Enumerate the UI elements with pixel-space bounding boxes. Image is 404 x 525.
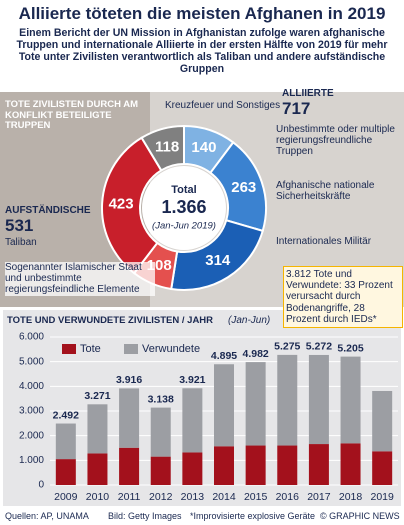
bar-segment xyxy=(245,362,266,446)
image-credit: Bild: Getty Images xyxy=(108,511,182,521)
legend-label: Tote xyxy=(80,343,101,355)
bar-segment xyxy=(119,388,140,448)
y-tick-label: 5.000 xyxy=(19,356,44,367)
x-tick-label: 2011 xyxy=(118,491,141,503)
bar-segment xyxy=(150,407,171,457)
x-tick-label: 2015 xyxy=(244,491,268,503)
segment-label: Taliban xyxy=(5,237,37,248)
total-label: 4.982 xyxy=(242,348,268,360)
copyright: © GRAPHIC NEWS xyxy=(320,511,400,521)
bar-segment xyxy=(55,423,76,460)
segment-label: Sogenannter Islamischer Staat und unbest… xyxy=(5,262,155,296)
bar-segment xyxy=(340,443,361,485)
x-tick-label: 2019 xyxy=(371,491,395,503)
y-tick-label: 3.000 xyxy=(19,406,44,417)
y-tick-label: 0 xyxy=(38,480,44,491)
donut-center xyxy=(142,166,226,250)
total-label: 5.205 xyxy=(337,342,363,354)
bar-title: TOTE UND VERWUNDETE ZIVILISTEN / JAHR xyxy=(7,315,214,326)
donut-segment xyxy=(140,124,185,172)
legend-label: Verwundete xyxy=(142,343,200,355)
x-tick-label: 2010 xyxy=(86,491,110,503)
center-label: Total xyxy=(171,184,196,196)
x-tick-label: 2016 xyxy=(276,491,300,503)
x-tick-label: 2013 xyxy=(181,491,205,503)
bar-segment xyxy=(277,354,298,446)
bar-segment xyxy=(87,404,108,454)
bar-segment xyxy=(277,445,298,485)
segment-value: 118 xyxy=(155,138,179,155)
bar-segment xyxy=(55,459,76,485)
total-label: 3.271 xyxy=(84,390,110,402)
bar-segment xyxy=(340,356,361,444)
bar-segment xyxy=(372,451,393,485)
total-label: 5.272 xyxy=(306,341,332,353)
total-label: 3.916 xyxy=(116,374,142,386)
x-tick-label: 2017 xyxy=(307,491,331,503)
bar-segment xyxy=(119,447,140,485)
segment-label: Unbestimmte oder multiple regierungsfreu… xyxy=(276,124,395,158)
total-label: 3.138 xyxy=(148,393,174,405)
donut-title: TOTE ZIVILISTEN DURCH AM KONFLIKT BETEIL… xyxy=(5,99,138,132)
total-label: 3.921 xyxy=(179,374,205,386)
subtitle: Einem Bericht der UN Mission in Afghanis… xyxy=(16,27,388,75)
x-tick-label: 2012 xyxy=(149,491,173,503)
center-total: 1.366 xyxy=(161,197,206,217)
group-value: 531 xyxy=(5,216,34,235)
bar-subtitle: (Jan-Jun) xyxy=(228,315,271,326)
bar-segment xyxy=(308,354,329,445)
total-label: 4.895 xyxy=(211,350,237,362)
segment-label: Internationales Militär xyxy=(276,236,372,247)
y-tick-label: 2.000 xyxy=(19,430,44,441)
bar-segment xyxy=(372,390,393,452)
bar-segment xyxy=(214,364,234,447)
footnote: *Improvisierte explosive Geräte xyxy=(190,511,316,521)
x-tick-label: 2014 xyxy=(212,491,236,503)
source: Quellen: AP, UNAMA xyxy=(5,511,89,521)
bar-segment xyxy=(214,446,234,485)
title: Alliierte töteten die meisten Afghanen i… xyxy=(18,4,386,23)
legend-swatch xyxy=(124,344,138,354)
segment-value: 314 xyxy=(205,252,231,269)
donut-segment xyxy=(101,136,163,275)
annotation: 3.812 Tote und Verwundete: 33 Prozent ve… xyxy=(283,266,403,328)
y-tick-label: 6.000 xyxy=(19,332,44,343)
bar-segment xyxy=(150,456,171,485)
x-tick-label: 2009 xyxy=(54,491,78,503)
group-name: AUFSTÄNDISCHE xyxy=(5,205,91,216)
bar-segment xyxy=(182,388,203,453)
group-name: ALLIIERTE xyxy=(282,88,334,99)
segment-label: Kreuzfeuer und Sonstiges xyxy=(165,100,281,111)
center-note: (Jan-Jun 2019) xyxy=(152,221,216,232)
y-tick-label: 1.000 xyxy=(19,455,44,466)
x-tick-label: 2018 xyxy=(339,491,363,503)
segment-value: 263 xyxy=(231,179,256,196)
bar-segment xyxy=(308,444,329,485)
total-label: 2.492 xyxy=(53,409,79,421)
legend-swatch xyxy=(62,344,76,354)
segment-label: Afghanische nationale Sicherheitskräfte xyxy=(276,180,375,203)
group-value: 717 xyxy=(282,99,311,118)
segment-value: 140 xyxy=(191,139,216,156)
bar-segment xyxy=(245,445,266,485)
bar-segment xyxy=(182,452,203,485)
total-label: 5.275 xyxy=(274,341,300,353)
bar-segment xyxy=(87,453,108,485)
y-tick-label: 4.000 xyxy=(19,381,44,392)
segment-value: 423 xyxy=(109,195,134,212)
